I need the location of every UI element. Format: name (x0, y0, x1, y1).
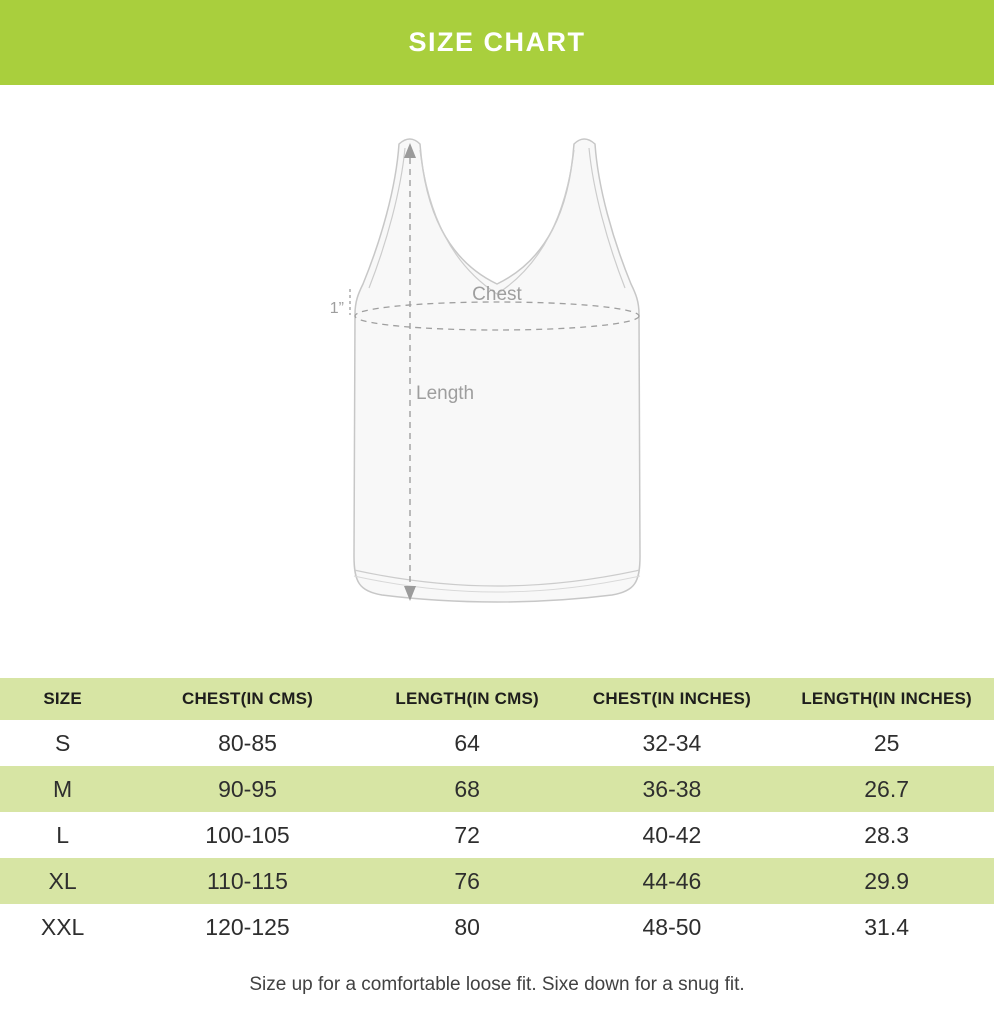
length-arrow-down-icon (404, 586, 416, 601)
cell-length-cms: 76 (369, 858, 565, 904)
cell-chest-inches: 40-42 (642, 821, 702, 848)
cell-length-inches: 29.9 (779, 858, 994, 904)
table-row-m: M 90-95 68 36-38 26.7 (0, 766, 994, 812)
neck-binding-line (419, 149, 575, 295)
one-inch-label: 1” (330, 300, 344, 317)
cell-chest-cms: 80-85 (218, 729, 277, 756)
cell-chest-inches: 44-46 (564, 858, 780, 904)
right-armhole-binding-line (588, 147, 626, 289)
cell-chest-inches: 48-50 (642, 913, 702, 940)
cell-chest-cms: 100-105 (205, 821, 290, 848)
col-header-chest-cms: CHEST(IN CMS) (125, 678, 370, 720)
table-row-xl: XL 110-115 76 44-46 29.9 (0, 858, 994, 904)
cell-size: M (0, 766, 126, 812)
tank-top-svg: Chest Length 1” (330, 138, 641, 603)
cell-length-inches: 26.7 (779, 766, 994, 812)
cell-length-cms: 80 (454, 913, 480, 940)
cell-chest-cms: 120-125 (205, 913, 290, 940)
cell-length-cms: 68 (369, 766, 565, 812)
length-arrow-up-icon (404, 143, 416, 158)
cell-length-cms: 64 (454, 729, 480, 756)
tank-top-illustration: Chest Length 1” (297, 118, 697, 638)
col-header-size: SIZE (0, 678, 126, 720)
left-armhole-binding-line (368, 147, 406, 289)
table-header-row: SIZE CHEST(IN CMS) LENGTH(IN CMS) CHEST(… (0, 678, 994, 720)
hem-stitch-line (353, 569, 641, 587)
cell-size: L (56, 821, 70, 848)
page-title: SIZE CHART (408, 27, 586, 57)
cell-chest-cms: 110-115 (125, 858, 370, 904)
length-label: Length (416, 383, 474, 404)
fit-note: Size up for a comfortable loose fit. Six… (249, 974, 745, 995)
cell-length-inches: 31.4 (864, 913, 910, 940)
cell-chest-cms: 90-95 (125, 766, 370, 812)
page-header: SIZE CHART (0, 0, 994, 85)
col-header-length-cms: LENGTH(IN CMS) (369, 678, 565, 720)
cell-size: S (54, 729, 71, 756)
hem-stitch-line-2 (353, 575, 641, 593)
table-row-l: L 100-105 72 40-42 28.3 (0, 812, 994, 858)
cell-length-inches: 28.3 (864, 821, 910, 848)
cell-size: XXL (40, 913, 85, 940)
col-header-length-inches: LENGTH(IN INCHES) (779, 678, 994, 720)
garment-outline (353, 138, 641, 603)
chest-measure-ellipse (354, 301, 640, 331)
cell-chest-inches: 32-34 (642, 729, 702, 756)
size-table: SIZE CHEST(IN CMS) LENGTH(IN CMS) CHEST(… (0, 678, 994, 950)
cell-chest-inches: 36-38 (564, 766, 780, 812)
col-header-chest-inches: CHEST(IN INCHES) (564, 678, 780, 720)
cell-size: XL (0, 858, 126, 904)
chest-label: Chest (472, 284, 522, 305)
cell-length-cms: 72 (454, 821, 480, 848)
table-row-s: S 80-85 64 32-34 25 (0, 720, 994, 766)
cell-length-inches: 25 (873, 729, 900, 756)
table-row-xxl: XXL 120-125 80 48-50 31.4 (0, 904, 994, 950)
